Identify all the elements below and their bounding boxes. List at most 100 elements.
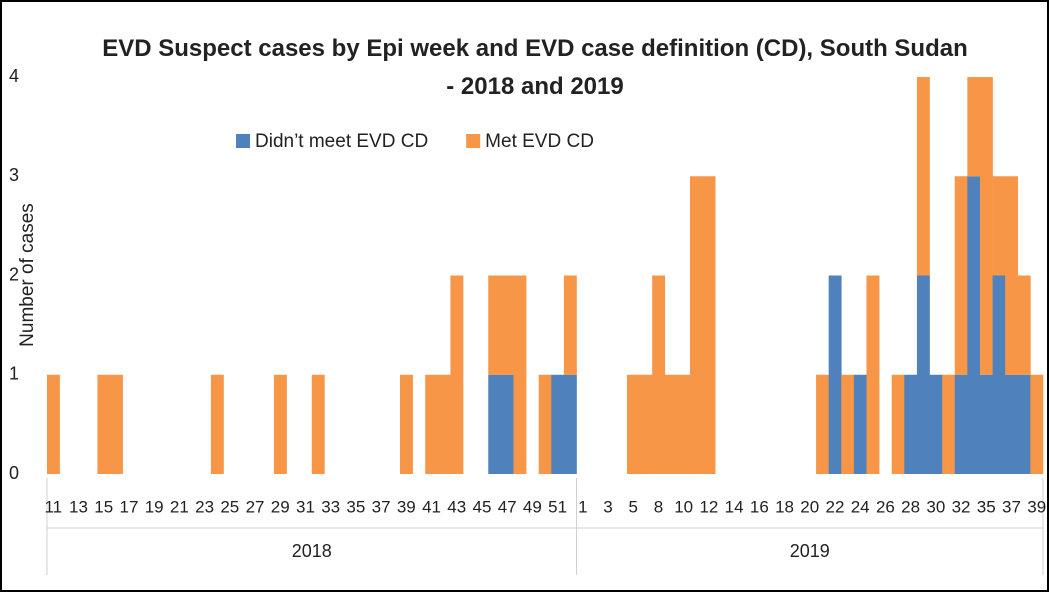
bar [866, 275, 880, 474]
bar [437, 374, 451, 474]
bar [1017, 275, 1031, 375]
x-tick-label: 25 [220, 497, 239, 516]
x-tick-label: 5 [629, 497, 638, 516]
bar [853, 374, 867, 474]
y-tick-label: 1 [9, 364, 19, 384]
chart-title: EVD Suspect cases by Epi week and EVD ca… [102, 35, 968, 100]
x-tick-label: 51 [548, 497, 567, 516]
bar [1005, 374, 1019, 474]
x-tick-label: 45 [473, 497, 492, 516]
x-tick-label: 35 [346, 497, 365, 516]
bar [689, 176, 703, 474]
y-tick-label: 2 [9, 264, 19, 284]
y-tick-label: 3 [9, 165, 19, 185]
bar [904, 374, 918, 474]
x-tick-label: 28 [901, 497, 920, 516]
x-tick-label: 29 [271, 497, 290, 516]
legend-label: Met EVD CD [485, 131, 594, 152]
bar [916, 275, 930, 474]
bar [273, 374, 287, 474]
bar [311, 374, 325, 474]
x-tick-label: 24 [851, 497, 870, 516]
x-tick-label: 32 [952, 497, 971, 516]
bar [828, 275, 842, 474]
bar [942, 374, 956, 474]
x-tick-label: 1 [578, 497, 587, 516]
bar [891, 374, 905, 474]
bar [677, 374, 691, 474]
x-tick-label: 47 [498, 497, 517, 516]
bar [563, 275, 577, 375]
x-tick-label: 8 [654, 497, 663, 516]
bar [954, 374, 968, 474]
bar [816, 374, 829, 474]
x-tick-label: 37 [1002, 497, 1021, 516]
bar [639, 374, 653, 474]
bar [954, 176, 968, 375]
x-tick-label: 21 [170, 497, 189, 516]
x-tick-label: 13 [69, 497, 88, 516]
y-tick-label: 0 [9, 463, 19, 483]
x-tick-label: 18 [775, 497, 794, 516]
legend-label: Didn’t meet EVD CD [255, 131, 428, 152]
group-label: 2019 [790, 541, 830, 561]
x-tick-label: 19 [145, 497, 164, 516]
x-tick-label: 3 [603, 497, 612, 516]
x-tick-label: 11 [44, 497, 62, 516]
x-tick-label: 31 [296, 497, 315, 516]
x-tick-label: 30 [926, 497, 945, 516]
bar [1030, 374, 1044, 474]
bar [967, 77, 981, 177]
bar [563, 374, 577, 474]
bar [841, 374, 855, 474]
bar [929, 374, 943, 474]
bar [97, 374, 111, 474]
bar [488, 275, 502, 375]
x-tick-label: 20 [800, 497, 819, 516]
bar [916, 77, 930, 276]
bar [513, 275, 527, 474]
x-tick-label: 14 [725, 497, 744, 516]
x-tick-label: 43 [447, 497, 466, 516]
y-axis-label: Number of cases [17, 203, 38, 347]
x-tick-label: 23 [195, 497, 214, 516]
bar [664, 374, 678, 474]
x-tick-label: 41 [422, 497, 441, 516]
x-tick-label: 12 [699, 497, 718, 516]
x-tick-label: 37 [372, 497, 391, 516]
bar [979, 374, 993, 474]
bar [425, 374, 439, 474]
x-tick-label: 17 [119, 497, 138, 516]
bar [702, 176, 716, 474]
x-tick-label: 15 [94, 497, 113, 516]
x-tick-label: 16 [750, 497, 769, 516]
bar [967, 176, 981, 474]
x-tick-label: 33 [321, 497, 340, 516]
x-tick-label: 49 [523, 497, 542, 516]
bar [538, 374, 552, 474]
x-tick-label: 26 [876, 497, 895, 516]
bar [992, 176, 1006, 276]
bar [47, 374, 60, 474]
bar [110, 374, 123, 474]
group-label: 2018 [292, 541, 332, 561]
bar [400, 374, 413, 474]
bar [652, 275, 666, 474]
x-tick-label: 35 [977, 497, 996, 516]
bar [1017, 374, 1031, 474]
x-tick-label: 10 [674, 497, 693, 516]
bar [210, 374, 224, 474]
bar [551, 374, 565, 474]
bar [500, 374, 514, 474]
x-tick-label: 39 [1027, 497, 1046, 516]
bar [488, 374, 502, 474]
x-tick-label: 39 [397, 497, 416, 516]
bar [626, 374, 640, 474]
legend-swatch [236, 134, 250, 148]
legend-swatch [466, 134, 481, 148]
y-tick-label: 4 [9, 66, 19, 86]
bar [450, 275, 464, 474]
